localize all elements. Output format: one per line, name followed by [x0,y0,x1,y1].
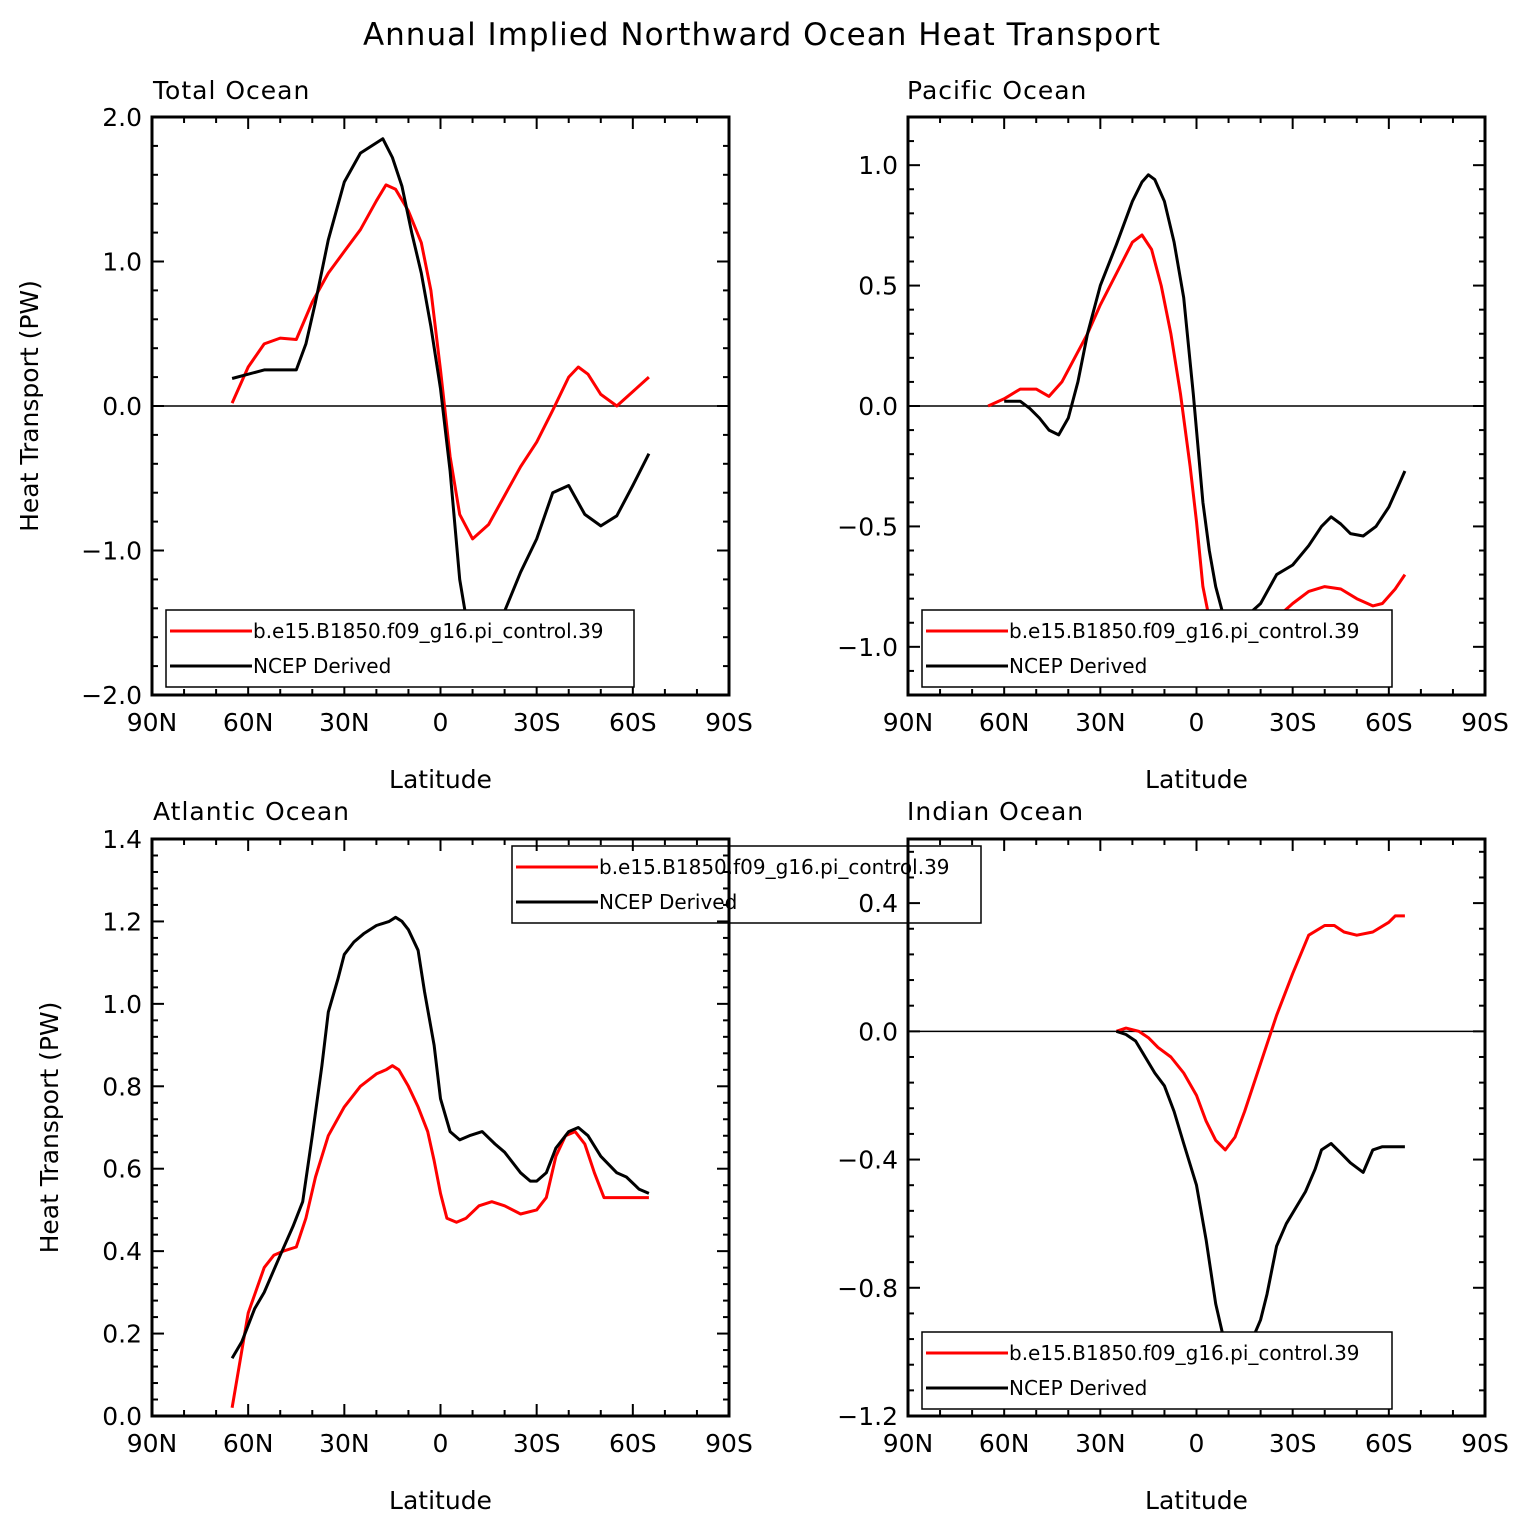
legend: b.e15.B1850.f09_g16.pi_control.39 NCEP D… [921,1331,1393,1410]
plot-frame [150,115,731,697]
x-tick-label: 60S [609,708,657,737]
x-tick-label: 90S [1461,708,1509,737]
y-tick-label: −1.0 [837,633,898,662]
x-tick-label: 0 [1189,1429,1205,1458]
legend-label-model: b.e15.B1850.f09_g16.pi_control.39 [1009,1341,1360,1365]
y-tick-label: 1.2 [102,907,142,936]
y-tick-label: 0.6 [102,1155,142,1184]
legend-label-ncep: NCEP Derived [253,654,391,678]
y-tick-label: 0.0 [858,392,898,421]
x-tick-label: 30N [1075,1429,1126,1458]
y-axis-label: Heat Transport (PW) [15,280,44,532]
legend-label-model: b.e15.B1850.f09_g16.pi_control.39 [599,855,950,879]
legend: b.e15.B1850.f09_g16.pi_control.39 NCEP D… [165,609,635,688]
x-axis-label: Latitude [1145,765,1248,794]
x-tick-label: 30S [1269,708,1317,737]
series-line-ncep [230,915,650,1360]
x-tick-label: 60N [979,708,1030,737]
x-tick-label: 30N [1075,708,1126,737]
x-tick-label: 0 [433,708,449,737]
legend: b.e15.B1850.f09_g16.pi_control.39 NCEP D… [921,609,1393,688]
series-line-model [1115,914,1405,1152]
y-tick-label: −0.8 [837,1274,898,1303]
y-axis-label: Heat Transport (PW) [35,1002,64,1254]
panel-title: Indian Ocean [907,797,1084,826]
y-tick-label: −0.4 [837,1146,898,1175]
series-line-ncep [1004,173,1407,630]
y-tick-label: 1.0 [102,248,142,277]
y-tick-label: 2.0 [102,103,142,132]
y-tick-label: 0.4 [102,1237,142,1266]
x-tick-label: 90S [705,1429,753,1458]
y-tick-label: 0.0 [102,392,142,421]
y-tick-label: 0.4 [858,889,898,918]
legend-label-model: b.e15.B1850.f09_g16.pi_control.39 [1009,619,1360,643]
series-line-ncep [231,137,651,651]
plot-frame [150,837,731,1418]
x-axis-label: Latitude [389,765,492,794]
x-tick-label: 0 [1189,708,1205,737]
x-tick-label: 60S [1365,708,1413,737]
series-line-model [987,233,1407,663]
x-tick-label: 90S [1461,1429,1509,1458]
x-axis-label: Latitude [1145,1486,1248,1515]
y-tick-label: 0.2 [102,1320,142,1349]
y-tick-label: 1.4 [102,825,142,854]
y-tick-label: 0.5 [858,272,898,301]
x-tick-label: 90S [705,708,753,737]
y-tick-label: −1.0 [81,537,142,566]
x-tick-label: 30S [513,1429,561,1458]
x-tick-label: 60N [979,1429,1030,1458]
x-tick-label: 90N [883,708,934,737]
x-tick-label: 90N [127,1429,178,1458]
x-tick-label: 60S [1365,1429,1413,1458]
y-tick-label: 0.0 [858,1017,898,1046]
legend-label-ncep: NCEP Derived [1009,1376,1147,1400]
x-tick-label: 30S [513,708,561,737]
y-tick-label: 0.0 [102,1402,142,1431]
legend-label-ncep: NCEP Derived [1009,654,1147,678]
legend-label-model: b.e15.B1850.f09_g16.pi_control.39 [253,619,604,643]
y-tick-label: −2.0 [81,681,142,710]
panel-title: Pacific Ocean [907,76,1087,105]
y-tick-label: −0.5 [837,512,898,541]
y-tick-label: 1.0 [102,990,142,1019]
x-tick-label: 30N [319,708,370,737]
y-tick-label: 1.0 [858,151,898,180]
panel-title: Total Ocean [152,76,310,105]
panel-total-ocean: Total Ocean 90N 60N 30N 0 30S 60S 90S 2.0 1.0 0.0… [15,76,753,794]
x-axis-label: Latitude [389,1486,492,1515]
x-tick-label: 30S [1269,1429,1317,1458]
plot-frame [906,837,1487,1418]
panel-indian-ocean: Indian Ocean 90N 60N 30N 0 30S 60S 90S 0.4 0.0 −0… [837,797,1509,1515]
y-tick-label: −1.2 [837,1402,898,1431]
chart-title: Annual Implied Northward Ocean Heat Tran… [363,17,1161,53]
x-tick-label: 60N [223,708,274,737]
series-line-model [230,183,650,541]
panel-atlantic-ocean: Atlantic Ocean 90N 60N 30N 0 30S 60S 90S 1.4 1.2… [35,797,982,1515]
x-tick-label: 60N [223,1429,274,1458]
plot-frame [906,115,1487,697]
x-tick-label: 90N [127,708,178,737]
y-tick-label: 0.8 [102,1072,142,1101]
series-line-ncep [1115,1029,1405,1370]
legend-label-ncep: NCEP Derived [599,890,737,914]
panel-pacific-ocean: Pacific Ocean 90N 60N 30N 0 30S 60S 90S 1.0 0.5 0… [837,76,1509,794]
x-tick-label: 30N [319,1429,370,1458]
x-tick-label: 0 [433,1429,449,1458]
x-tick-label: 60S [609,1429,657,1458]
x-tick-label: 90N [883,1429,934,1458]
legend: b.e15.B1850.f09_g16.pi_control.39 NCEP D… [511,845,982,924]
panel-title: Atlantic Ocean [153,797,350,826]
series-line-model [230,1064,649,1409]
